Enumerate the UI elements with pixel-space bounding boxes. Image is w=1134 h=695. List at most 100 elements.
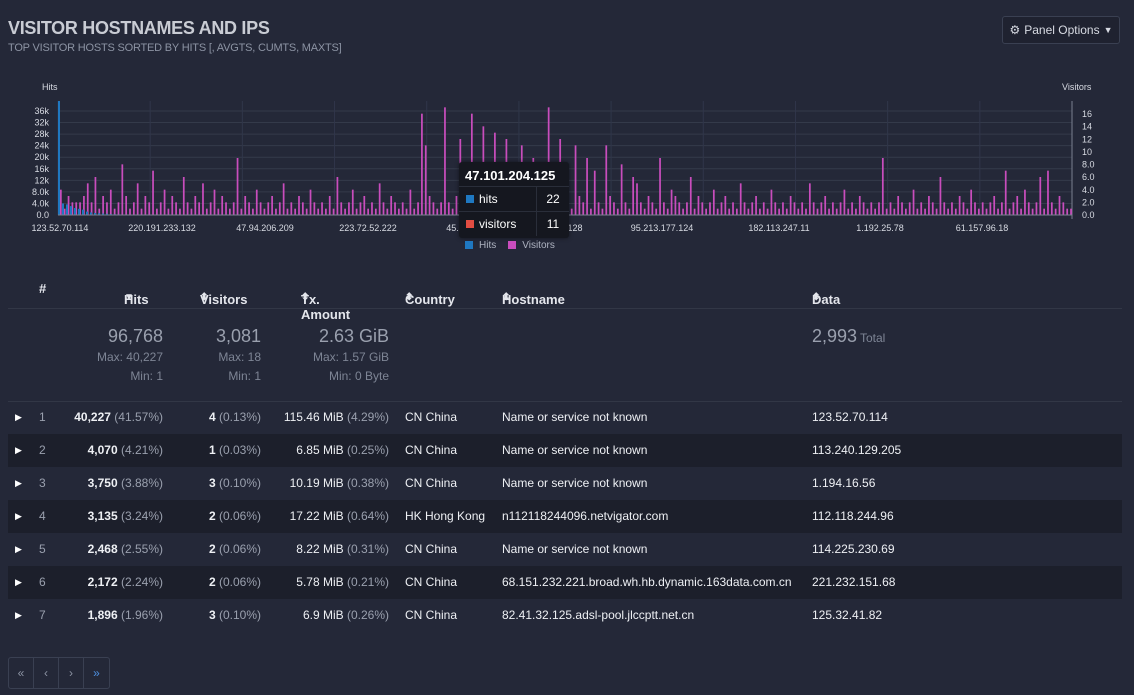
visitors-bar bbox=[878, 202, 880, 215]
visitors-bar bbox=[129, 208, 131, 215]
tooltip-value: 11 bbox=[536, 212, 569, 236]
sort-icon: ⬍ bbox=[301, 292, 310, 303]
visitors-bar bbox=[1012, 202, 1015, 215]
visitors-bar bbox=[989, 202, 992, 215]
visitors-bar bbox=[63, 208, 66, 215]
table-row[interactable]: ▶ 4 3,135 (3.24%) 2 (0.06%) 17.22 MiB (0.64%… bbox=[8, 500, 1122, 533]
visitors-bar bbox=[217, 208, 220, 215]
visitors-bar bbox=[785, 208, 788, 215]
visitors-bar bbox=[83, 196, 85, 215]
row-data[interactable]: 125.32.41.82 bbox=[812, 608, 883, 622]
prev-page-button[interactable]: ‹ bbox=[34, 658, 59, 688]
visitors-bar bbox=[1066, 208, 1069, 215]
row-data[interactable]: 112.118.244.96 bbox=[812, 509, 894, 523]
visitors-bar bbox=[171, 196, 174, 215]
visitors-bar bbox=[601, 208, 604, 215]
x-tick-label: 223.72.52.222 bbox=[339, 223, 397, 233]
visitors-bar bbox=[636, 183, 638, 215]
y-right-tick: 0.0 bbox=[1082, 210, 1095, 220]
panel-options-label: Panel Options bbox=[1024, 23, 1100, 37]
row-country: CN China bbox=[405, 575, 458, 589]
visitors-bar bbox=[593, 170, 596, 215]
row-data[interactable]: 1.194.16.56 bbox=[812, 476, 876, 490]
panel-options-button[interactable]: ⚙ Panel Options ▼ bbox=[1002, 16, 1120, 44]
expand-row-icon[interactable]: ▶ bbox=[15, 412, 22, 422]
row-data[interactable]: 114.225.230.69 bbox=[812, 542, 895, 556]
visitors-bar bbox=[1062, 202, 1065, 215]
y-left-tick: 36k bbox=[34, 106, 49, 116]
table-row[interactable]: ▶ 2 4,070 (4.21%) 1 (0.03%) 6.85 MiB (0.25%)… bbox=[8, 434, 1122, 467]
expand-row-icon[interactable]: ▶ bbox=[15, 610, 22, 620]
visitors-bar bbox=[401, 202, 404, 215]
y-right-tick: 2.0 bbox=[1082, 197, 1095, 207]
total-hits-max: Max: 40,227 bbox=[96, 350, 163, 364]
visitors-bar bbox=[398, 208, 400, 215]
visitors-bar bbox=[282, 183, 285, 215]
visitors-bar bbox=[125, 196, 128, 215]
row-hits-pct: (4.21%) bbox=[120, 443, 163, 457]
legend-item-hits[interactable]: Hits bbox=[465, 240, 496, 251]
visitors-bar bbox=[152, 170, 154, 215]
expand-row-icon[interactable]: ▶ bbox=[15, 445, 22, 455]
y-left-tick: 16k bbox=[34, 164, 49, 174]
visitors-bar bbox=[86, 183, 89, 215]
visitors-bar bbox=[301, 202, 304, 215]
y-left-tick: 12k bbox=[34, 175, 49, 185]
visitors-bar bbox=[624, 202, 627, 215]
visitors-bar bbox=[348, 202, 350, 215]
visitors-bar bbox=[98, 208, 101, 215]
visitors-bar bbox=[1008, 208, 1011, 215]
row-data[interactable]: 113.240.129.205 bbox=[812, 443, 902, 457]
first-page-button[interactable]: « bbox=[9, 658, 34, 688]
visitors-bar bbox=[1058, 196, 1061, 215]
next-page-button[interactable]: › bbox=[59, 658, 84, 688]
row-visitors: 3 (0.10%) bbox=[209, 608, 261, 622]
visitors-bar bbox=[321, 202, 323, 215]
row-data[interactable]: 221.232.151.68 bbox=[812, 575, 896, 589]
table-row[interactable]: ▶ 1 40,227 (41.57%) 4 (0.13%) 115.46 MiB (4.… bbox=[8, 401, 1122, 434]
expand-row-icon[interactable]: ▶ bbox=[15, 511, 22, 521]
table-row[interactable]: ▶ 6 2,172 (2.24%) 2 (0.06%) 5.78 MiB (0.21%)… bbox=[8, 566, 1122, 599]
row-visitors: 2 (0.06%) bbox=[209, 542, 261, 556]
expand-row-icon[interactable]: ▶ bbox=[15, 544, 22, 554]
hits-bar bbox=[86, 211, 88, 215]
visitors-bar bbox=[590, 208, 592, 215]
legend-item-visitors[interactable]: Visitors bbox=[508, 240, 555, 251]
visitors-bar bbox=[970, 189, 973, 215]
row-num: 6 bbox=[39, 575, 46, 589]
visitors-bar bbox=[351, 189, 354, 215]
visitors-bar bbox=[1054, 208, 1057, 215]
row-visitors: 1 (0.03%) bbox=[209, 443, 261, 457]
row-country: CN China bbox=[405, 542, 458, 556]
visitors-bar bbox=[908, 202, 911, 215]
visitors-bar bbox=[1031, 208, 1034, 215]
row-hits-value: 2,468 bbox=[87, 542, 118, 556]
y-left-tick: 8.0k bbox=[32, 187, 50, 197]
row-hostname: Name or service not known bbox=[502, 542, 648, 556]
row-data[interactable]: 123.52.70.114 bbox=[812, 410, 888, 424]
hits-bar bbox=[58, 101, 60, 215]
table-row[interactable]: ▶ 3 3,750 (3.88%) 3 (0.10%) 10.19 MiB (0.38%… bbox=[8, 467, 1122, 500]
visitors-bar bbox=[305, 208, 308, 215]
row-visitors-pct: (0.06%) bbox=[218, 575, 261, 589]
visitors-bar bbox=[766, 208, 769, 215]
visitors-bar bbox=[325, 208, 327, 215]
expand-row-icon[interactable]: ▶ bbox=[15, 478, 22, 488]
row-tx-value: 5.78 MiB bbox=[296, 575, 344, 589]
total-tx-max: Max: 1.57 GiB bbox=[312, 350, 389, 364]
row-visitors-value: 1 bbox=[208, 443, 216, 457]
expand-row-icon[interactable]: ▶ bbox=[15, 577, 22, 587]
row-num: 1 bbox=[39, 410, 46, 424]
visitors-bar bbox=[954, 208, 957, 215]
visitors-bar bbox=[79, 202, 81, 215]
visitors-bar bbox=[240, 208, 243, 215]
visitors-bar bbox=[179, 208, 181, 215]
last-page-button[interactable]: » bbox=[93, 666, 100, 680]
visitors-bar bbox=[678, 202, 681, 215]
visitors-bar bbox=[605, 145, 608, 215]
visitors-bar bbox=[874, 208, 877, 215]
table-row[interactable]: ▶ 5 2,468 (2.55%) 2 (0.06%) 8.22 MiB (0.31%)… bbox=[8, 533, 1122, 566]
x-tick-label: 182.113.247.11 bbox=[748, 223, 809, 233]
table-row[interactable]: ▶ 7 1,896 (1.96%) 3 (0.10%) 6.9 MiB (0.26%) C… bbox=[8, 599, 1122, 632]
total-visitors-min: Min: 1 bbox=[228, 369, 261, 383]
